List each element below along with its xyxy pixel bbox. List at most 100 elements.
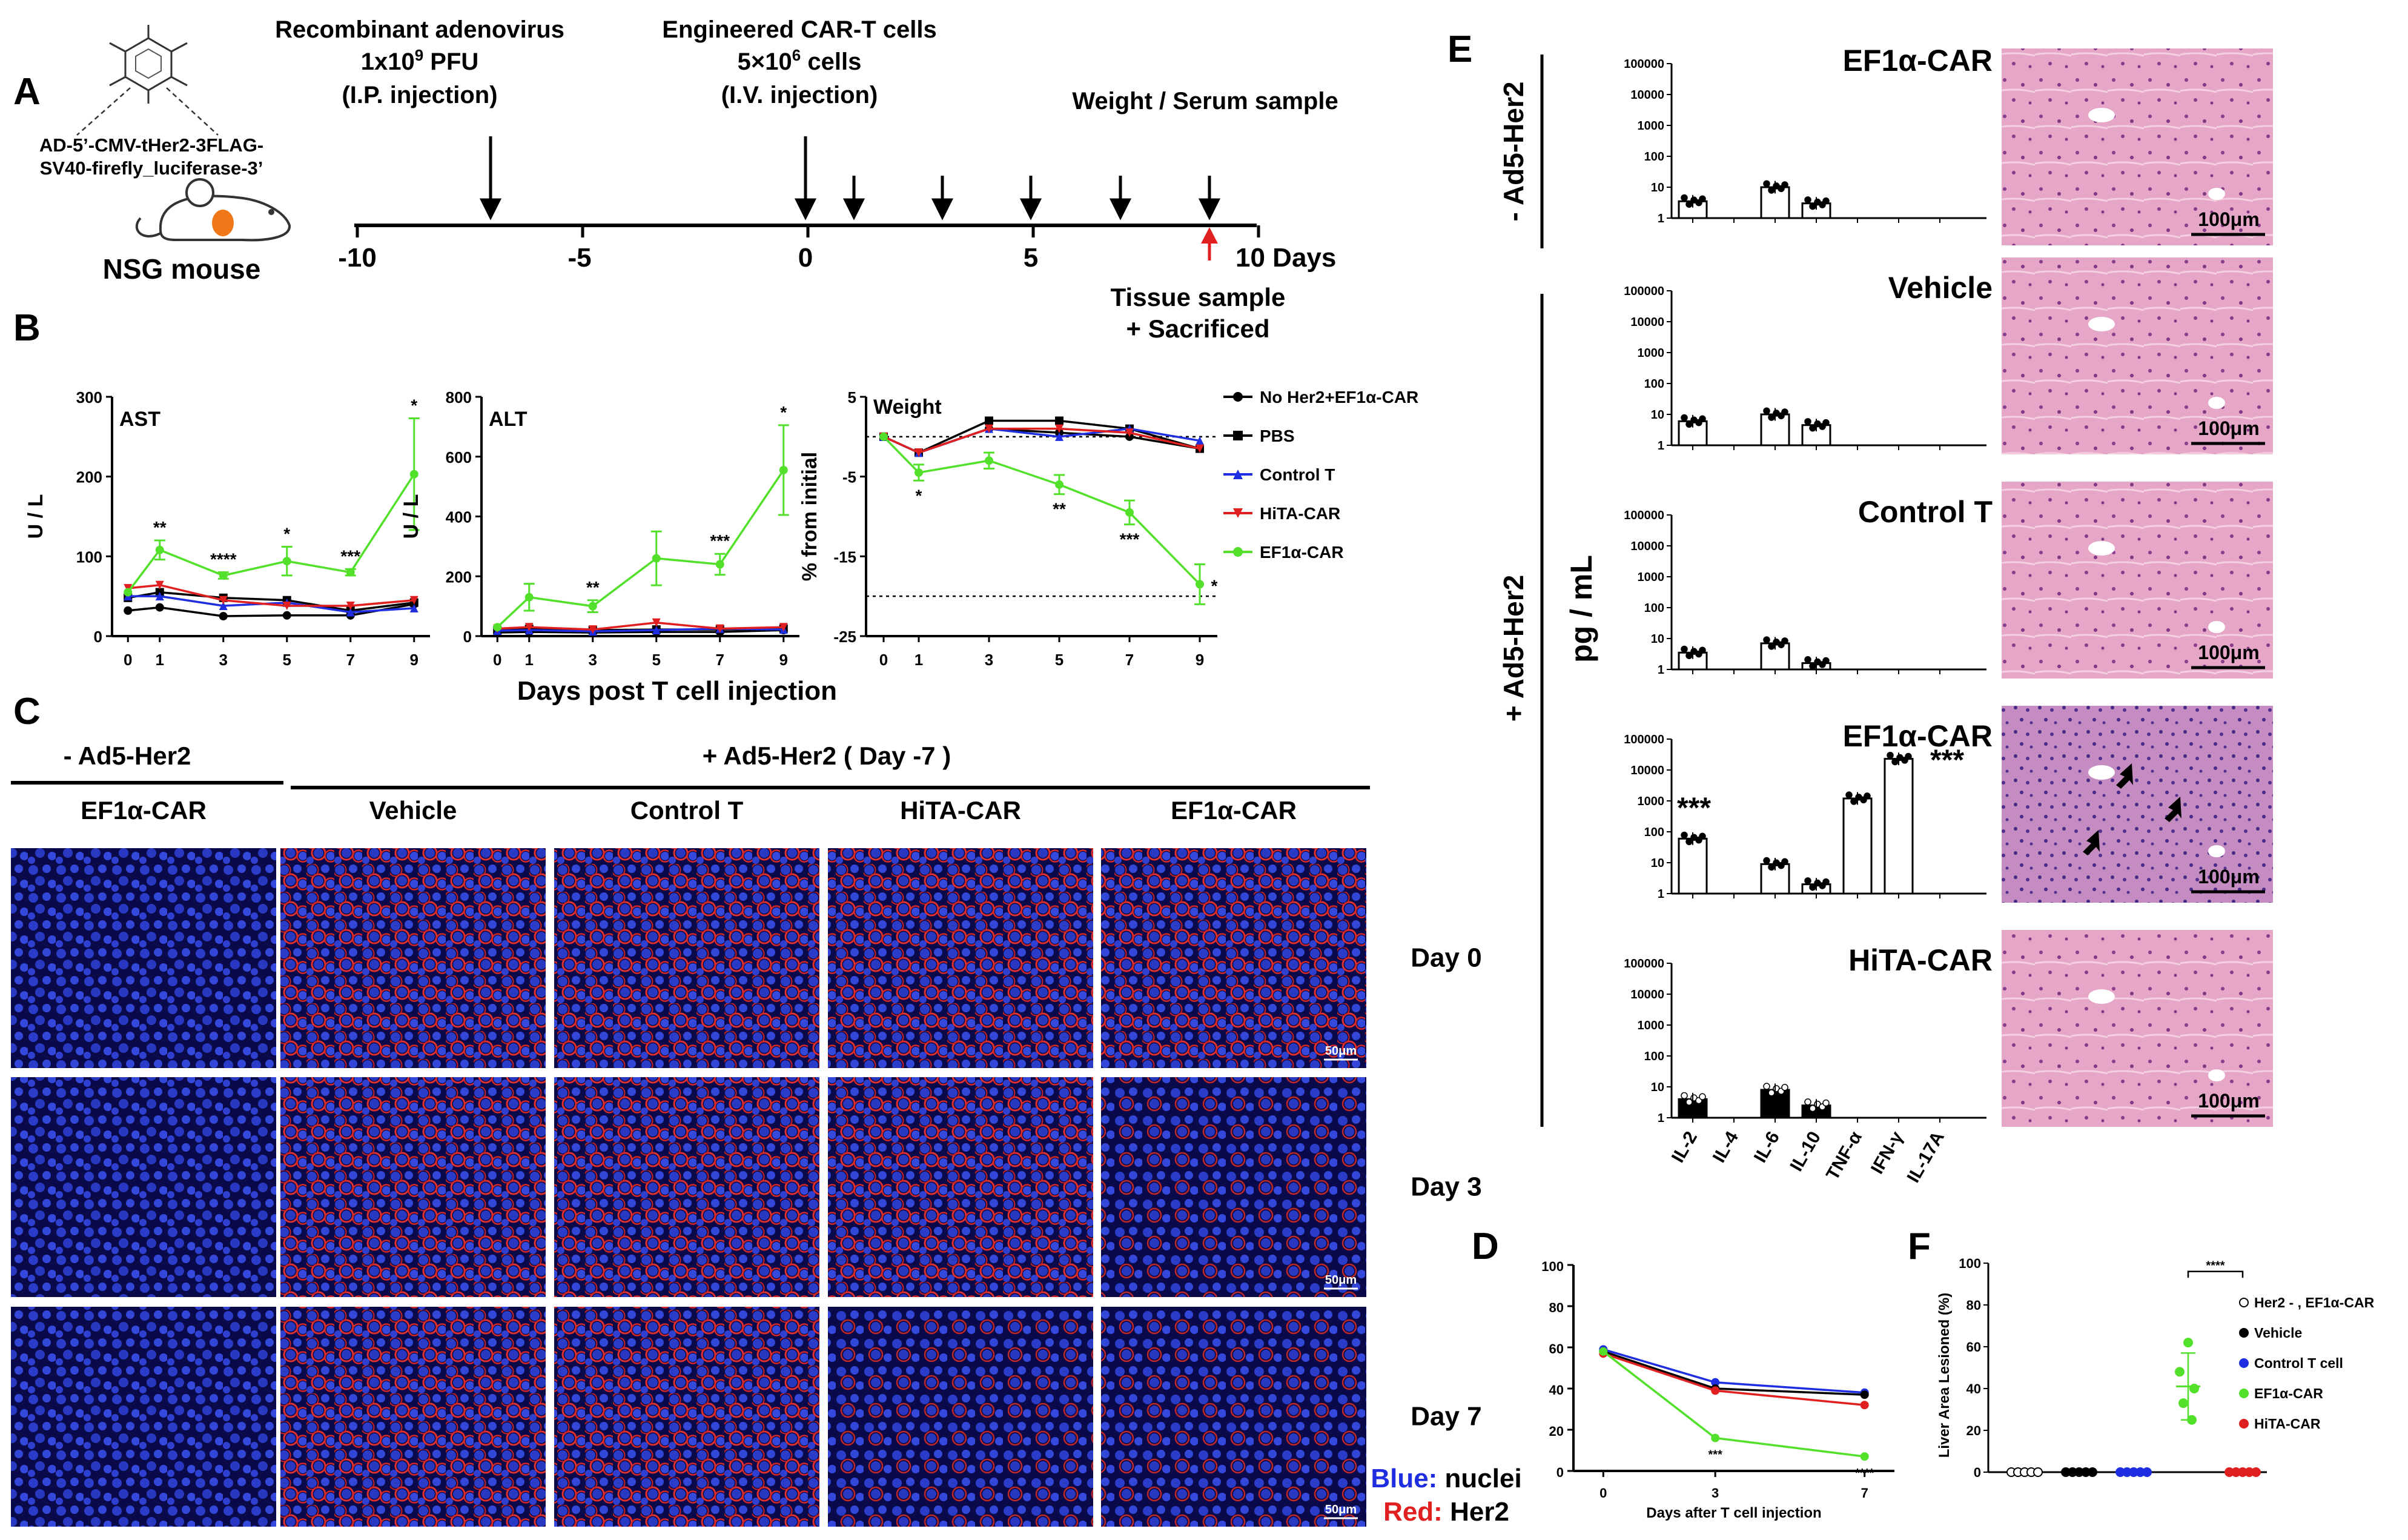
lesion-arrow-icon [2083, 830, 2100, 855]
data-point [779, 465, 788, 474]
cells-route: (I.V. injection) [721, 82, 878, 108]
data-point [1699, 1093, 1706, 1101]
y-tick-label: -15 [833, 548, 856, 566]
y-tick-label: 10 [1651, 857, 1664, 870]
y-tick-label: 100000 [1624, 957, 1664, 971]
data-point [915, 468, 923, 477]
data-point [715, 624, 724, 633]
series-line [127, 473, 415, 593]
x-tick-label: 1 [156, 651, 164, 669]
x-tick-label: 0 [124, 651, 132, 669]
b-legend: No Her2+EF1α-CAR PBS Control T HiTA-CAR EF1α… [1223, 388, 1418, 562]
x-tick-label: IL-17A [1904, 1128, 1948, 1186]
e-panel-title: HiTA-CAR [1848, 943, 1993, 977]
sacrificed-label: + Sacrificed [1126, 314, 1270, 343]
data-point [1822, 197, 1830, 205]
series-line [128, 595, 414, 614]
y-tick-label: 10000 [1630, 988, 1664, 1001]
x-tick-label: 1 [915, 651, 923, 669]
data-point [588, 625, 597, 634]
y-tick-label: 0 [1556, 1465, 1564, 1480]
y-tick-label: 1000 [1638, 571, 1665, 584]
cells-title: Engineered CAR-T cells [662, 16, 936, 43]
data-point [1711, 1386, 1720, 1395]
data-point [1763, 1083, 1770, 1090]
data-point [409, 596, 418, 605]
legend-marker [2239, 1389, 2249, 1398]
x-tick-label: 9 [779, 651, 788, 669]
data-point [1196, 580, 1204, 589]
x-tick-label: 7 [1125, 651, 1134, 669]
significance-label: *** [1120, 530, 1140, 549]
c-row-label: Day 7 [1411, 1402, 1481, 1432]
data-point [2175, 1367, 2185, 1377]
data-point [1860, 1390, 1869, 1399]
series-line [497, 622, 784, 631]
e-panel-title: EF1α-CAR [1843, 44, 1993, 78]
x-tick-label: 0 [879, 651, 888, 669]
mouse-label: NSG mouse [103, 253, 261, 285]
construct-line-2: SV40-firefly_luciferase-3’ [40, 158, 263, 179]
y-tick-label: 10 [1651, 408, 1664, 422]
series-line [128, 603, 415, 617]
y-tick-label: 60 [1549, 1341, 1564, 1356]
y-tick-label: 100 [1644, 150, 1664, 164]
y-tick-label: 200 [76, 468, 102, 486]
significance-label: * [283, 525, 290, 543]
significance-label: * [1211, 576, 1218, 595]
data-point [652, 554, 661, 563]
y-tick-label: 10000 [1630, 316, 1664, 329]
y-tick-label: -25 [833, 628, 856, 646]
he-micrograph [2002, 482, 2273, 679]
panel-letter-c: C [13, 691, 41, 732]
x-tick-label: IFN-γ [1867, 1128, 1907, 1178]
timeline-tick-label: -10 [338, 243, 377, 273]
data-point [1699, 415, 1706, 423]
x-tick-label: 3 [985, 651, 993, 669]
y-tick-label: 1 [1658, 888, 1664, 901]
data-point [1822, 1099, 1830, 1107]
data-point [1781, 408, 1788, 416]
data-point [1196, 444, 1204, 453]
data-point [219, 612, 228, 621]
x-tick-label: IL-10 [1786, 1128, 1825, 1175]
e-panel-title: Vehicle [1888, 271, 1993, 305]
mouse-icon [135, 178, 291, 242]
data-point [1864, 792, 1871, 800]
injection-arrows [479, 136, 1221, 221]
x-tick-label: IL-2 [1668, 1128, 1701, 1166]
construct-line-1: AD-5’-CMV-tHer2-3FLAG- [39, 134, 263, 156]
y-tick-label: 80 [1966, 1298, 1981, 1313]
y-tick-label: 0 [463, 628, 472, 646]
data-point [524, 623, 534, 632]
data-point [779, 623, 788, 632]
data-point [1905, 752, 1912, 760]
data-point [282, 557, 291, 566]
x-tick-label: 1 [525, 651, 534, 669]
x-tick-label: 5 [283, 651, 291, 669]
virus-route: (I.P. injection) [342, 82, 497, 108]
data-point [588, 602, 597, 611]
panel-letter-e: E [1447, 28, 1472, 70]
chart-title: AST [119, 408, 160, 431]
c-column-label: EF1α-CAR [81, 796, 207, 825]
y-tick-label: 100 [76, 548, 102, 566]
data-point [1196, 436, 1204, 445]
y-tick-label: 10000 [1630, 88, 1664, 102]
x-tick-label: 0 [1599, 1485, 1607, 1501]
sacrifice-arrow [1201, 227, 1218, 261]
y-tick-label: 10000 [1630, 764, 1664, 777]
y-tick-label: 0 [1974, 1465, 1981, 1480]
data-point [1822, 878, 1830, 886]
data-point [985, 424, 993, 433]
data-point [985, 456, 993, 465]
y-tick-label: 100 [1644, 602, 1664, 615]
if-micrograph [11, 848, 276, 1068]
data-point [155, 603, 164, 612]
e-panel-title: EF1α-CAR [1843, 719, 1993, 753]
y-tick-label: 100 [1644, 377, 1664, 391]
data-point [1763, 180, 1770, 187]
legend-marker [1233, 508, 1243, 518]
c-column-label: Vehicle [369, 796, 457, 825]
